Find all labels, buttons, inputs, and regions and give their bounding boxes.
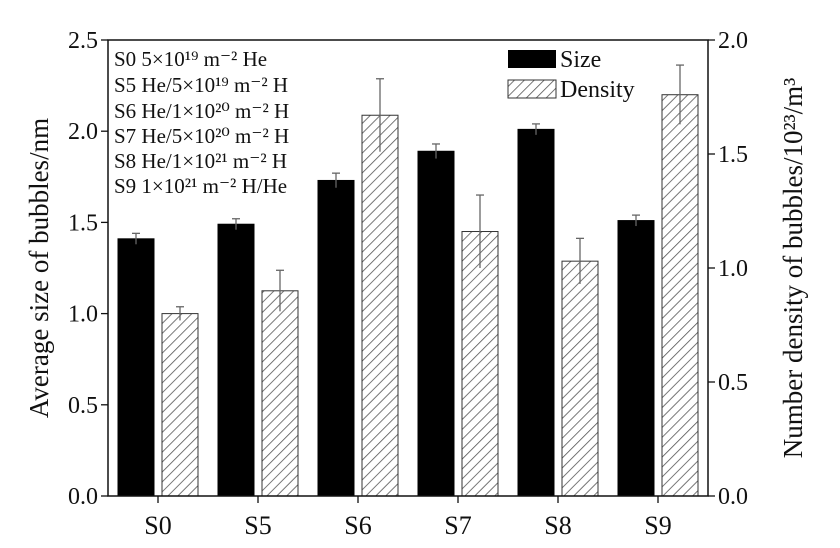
x-tick-label-s8: S8 bbox=[544, 511, 571, 540]
y2-tick-label-0.0: 0.0 bbox=[718, 484, 748, 510]
anno-s6-text: S6 He/1×10²⁰ m⁻² H bbox=[114, 99, 289, 123]
x-tick-label-s5: S5 bbox=[244, 511, 271, 540]
bar-density-s8 bbox=[561, 260, 599, 497]
x-tick-label-s6: S6 bbox=[344, 511, 371, 540]
legend-swatch-density bbox=[507, 79, 557, 99]
anno-s8-text: S8 He/1×10²¹ m⁻² H bbox=[114, 149, 287, 173]
y-tick-label-2.0: 2.0 bbox=[68, 119, 98, 145]
anno-s5-text: S5 He/5×10¹⁹ m⁻² H bbox=[114, 73, 288, 97]
legend-swatch-size bbox=[508, 50, 556, 68]
legend: Size Density bbox=[507, 47, 635, 103]
bar-density-s7 bbox=[461, 231, 499, 497]
annotation-line-s8: S8 He/1×10²¹ m⁻² H bbox=[114, 149, 287, 173]
annotation-line-s6: S6 He/1×10²⁰ m⁻² H bbox=[114, 99, 289, 123]
y-tick-label-0.5: 0.5 bbox=[68, 393, 98, 419]
anno-s0-text: S0 5×10¹⁹ m⁻² He bbox=[114, 47, 267, 71]
annotation-block: S0 5×10¹⁹ m⁻² He S5 He/5×10¹⁹ m⁻² H S6 H… bbox=[114, 47, 289, 198]
bar-size-s9 bbox=[617, 220, 655, 497]
annotation-line-s5: S5 He/5×10¹⁹ m⁻² H bbox=[114, 73, 288, 97]
y-tick-label-2.5: 2.5 bbox=[68, 28, 98, 54]
bar-size-s7 bbox=[417, 150, 455, 497]
y-tick-label-1.0: 1.0 bbox=[68, 302, 98, 328]
y2-axis-title: Number density of bubbles/10²³/m³ bbox=[778, 78, 808, 459]
bars-layer bbox=[117, 64, 699, 497]
x-tick-label-s0: S0 bbox=[144, 511, 171, 540]
x-tick-label-s7: S7 bbox=[444, 511, 471, 540]
y-axis-title: Average size of bubbles/nm bbox=[24, 118, 54, 418]
bar-density-s6 bbox=[361, 114, 399, 497]
bar-size-s5 bbox=[217, 223, 255, 497]
y2-tick-label-0.5: 0.5 bbox=[718, 370, 748, 396]
x-tick-label-s9: S9 bbox=[644, 511, 671, 540]
y2-tick-label-1.5: 1.5 bbox=[718, 142, 748, 168]
legend-label-density: Density bbox=[560, 77, 635, 103]
annotation-line-s0: S0 5×10¹⁹ m⁻² He bbox=[114, 47, 267, 71]
bar-size-s0 bbox=[117, 238, 155, 497]
anno-s9-text: S9 1×10²¹ m⁻² H/He bbox=[114, 174, 287, 198]
bar-density-s5 bbox=[261, 290, 299, 497]
bar-density-s0 bbox=[161, 313, 199, 497]
annotation-line-s9: S9 1×10²¹ m⁻² H/He bbox=[114, 174, 287, 198]
bar-size-s8 bbox=[517, 128, 555, 497]
y-tick-label-1.5: 1.5 bbox=[68, 210, 98, 236]
ticks-layer: S0 S5 S6 S7 S8 S9 0.0 0.5 1.0 1.5 2.0 2.5 0.0 0.5 1.0 1… bbox=[68, 28, 748, 540]
bar-size-s6 bbox=[317, 179, 355, 497]
y-tick-label-0.0: 0.0 bbox=[68, 484, 98, 510]
anno-s7-text: S7 He/5×10²⁰ m⁻² H bbox=[114, 124, 289, 148]
y2-tick-label-1.0: 1.0 bbox=[718, 256, 748, 282]
annotation-line-s7: S7 He/5×10²⁰ m⁻² H bbox=[114, 124, 289, 148]
bar-density-s9 bbox=[661, 94, 699, 497]
legend-label-size: Size bbox=[560, 47, 601, 73]
y2-tick-label-2.0: 2.0 bbox=[718, 28, 748, 54]
